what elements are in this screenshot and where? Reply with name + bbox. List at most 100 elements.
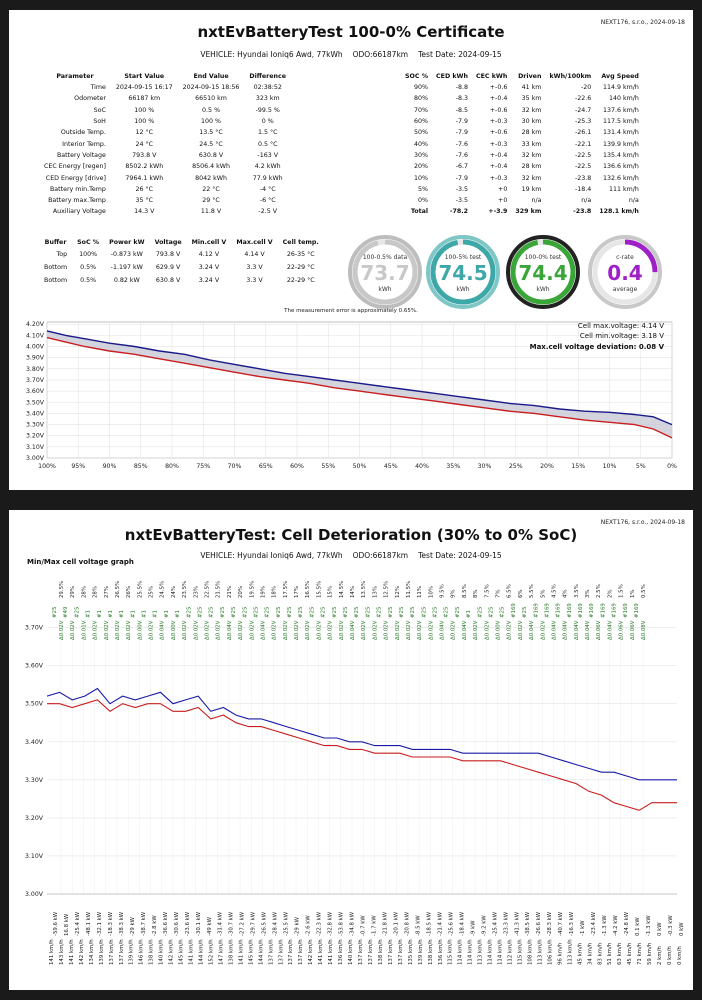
speed-label: 114 km/h: [498, 939, 504, 965]
cell-id-label: #25: [209, 607, 215, 618]
table-cell: 630.8 V: [198, 151, 224, 159]
cell-id-label: #1: [108, 610, 114, 618]
table-cell: 8042 kWh: [195, 174, 227, 182]
speed-label: 143 km/h: [59, 939, 65, 965]
table-cell: 8502.2 kWh: [125, 163, 164, 171]
speed-label: 137 km/h: [278, 939, 284, 965]
table-row: 0% -3.5 +0 n/a n/a n/a: [401, 195, 643, 206]
table-cell: 28 km: [521, 129, 542, 137]
cell-id-label: #25: [253, 607, 259, 618]
cell-id-label: #169: [634, 603, 640, 618]
power-label: -29 kW: [130, 916, 136, 936]
cell-id-label: #1: [153, 610, 159, 618]
gauge-fill: [352, 239, 418, 305]
table-cell: -3.5: [455, 185, 468, 193]
table-row: Bottom 0.5% 0.82 kW 630.8 V 3.24 V 3.3 V 22-29…: [39, 274, 324, 287]
table-cell: +-0.4: [489, 163, 508, 171]
x-tick-label: 30%: [478, 463, 492, 470]
x-tick-label: 100%: [38, 463, 56, 470]
power-label: 0 kW: [679, 922, 685, 936]
max-cell-line: [46, 330, 673, 426]
soc-label: 18%: [272, 586, 278, 598]
table-cell: 3.3 V: [246, 264, 263, 271]
table-row: 10% -7.9 +-0.3 32 km -23.8 132.6 km/h: [401, 172, 643, 183]
table-cell: Bottom: [44, 264, 68, 271]
table-cell: 0.5 %: [202, 106, 221, 114]
delta-label: Δ0.04V: [227, 620, 233, 640]
company-date: NEXT176, s.r.o., 2024-09-18: [600, 19, 685, 26]
soc-label: 5%: [540, 589, 546, 598]
power-label: -21.4 kW: [437, 911, 443, 936]
table-cell: +0: [498, 185, 508, 193]
certificate-page: NEXT176, s.r.o., 2024-09-18 nxtEvBattery…: [9, 10, 693, 490]
delta-label: Δ0.02V: [316, 620, 322, 640]
cell-id-label: #1: [119, 610, 125, 618]
delta-label: Δ0.00V: [171, 620, 177, 640]
cell-id-label: #25: [198, 607, 204, 618]
table-cell: 140 km/h: [608, 95, 639, 103]
speed-label: 134 km/h: [89, 939, 95, 965]
table-cell: +-0.6: [489, 84, 508, 92]
gauge-unit: kWh: [456, 286, 470, 293]
delta-label: Δ0.02V: [205, 620, 211, 640]
y-tick-label: 3.20V: [26, 433, 45, 440]
table-cell: -6.7: [455, 163, 468, 171]
delta-label: Δ0.02V: [361, 620, 367, 640]
table-cell: 131.4 km/h: [602, 129, 639, 137]
speed-label: 137 km/h: [288, 939, 294, 965]
delta-label: Δ0.02V: [193, 620, 199, 640]
power-label: -1.3 kW: [602, 915, 608, 936]
delta-label: Δ0.04V: [551, 620, 557, 640]
power-label: -0.3 kW: [668, 915, 674, 936]
speed-label: 113 km/h: [537, 939, 543, 965]
gauge-unit: kWh: [378, 286, 392, 293]
speed-label: 138 km/h: [228, 939, 234, 965]
table-cell: Interior Temp.: [62, 140, 106, 148]
table-cell: 13.5 °C: [199, 129, 223, 137]
power-label: -34.8 kW: [350, 911, 356, 936]
speed-label: 145 km/h: [179, 939, 185, 965]
y-tick-label: 4.00V: [26, 344, 45, 351]
table-cell: -20: [580, 84, 592, 92]
cell-id-label: #25: [388, 607, 394, 618]
delta-label: Δ0.02V: [428, 620, 434, 640]
power-label: -8.5 kW: [415, 915, 421, 936]
table-cell: +-0.3: [489, 174, 508, 182]
soc-label: 28%: [93, 586, 99, 598]
table-cell: 20%: [414, 163, 429, 171]
speed-label: 112 km/h: [508, 939, 514, 965]
cell-id-label: #25: [242, 607, 248, 618]
table-row: Battery Voltage 793.8 V 630.8 V -163 V: [39, 150, 291, 161]
table-cell: Battery max.Temp: [48, 197, 106, 205]
plot-area: [47, 620, 677, 894]
table-cell: 3.24 V: [198, 277, 220, 284]
gauge-ring: [588, 235, 662, 309]
soc-label: 13%: [372, 586, 378, 598]
soc-label: 6%: [518, 589, 524, 598]
column-header: Difference: [249, 72, 287, 80]
speed-label: 152 km/h: [208, 939, 214, 965]
table-cell: 35 km: [521, 95, 542, 103]
table-row: 70% -8.5 +-0.6 32 km -24.7 137.6 km/h: [401, 105, 643, 116]
table-cell: 29 °C: [202, 197, 220, 205]
gauge-ring: [348, 235, 422, 309]
power-label: -32.1 kW: [97, 911, 103, 936]
max-cell-line: [46, 687, 677, 781]
table-row: 50% -7.9 +-0.6 28 km -26.1 131.4 km/h: [401, 127, 643, 138]
x-tick-label: 70%: [228, 463, 242, 470]
speed-label: 144 km/h: [258, 939, 264, 965]
x-tick-label: 35%: [446, 463, 460, 470]
table-cell: 5%: [418, 185, 429, 193]
speed-label: 141 km/h: [69, 939, 75, 965]
soc-label: 19.5%: [249, 581, 255, 598]
delta-label: Δ0.02V: [540, 620, 546, 640]
cell-id-label: #25: [522, 607, 528, 618]
soc-label: 26.5%: [115, 581, 121, 598]
table-cell: +-0.4: [489, 95, 508, 103]
table-row: Time 2024-09-15 16:17 2024-09-15 18:56 02:3…: [39, 82, 291, 93]
table-cell: -1.197 kW: [110, 264, 143, 271]
speed-label: 106 km/h: [547, 939, 553, 965]
delta-label: Δ0.00V: [137, 620, 143, 640]
speed-label: 138 km/h: [149, 939, 155, 965]
cell-id-label: #25: [332, 607, 338, 618]
